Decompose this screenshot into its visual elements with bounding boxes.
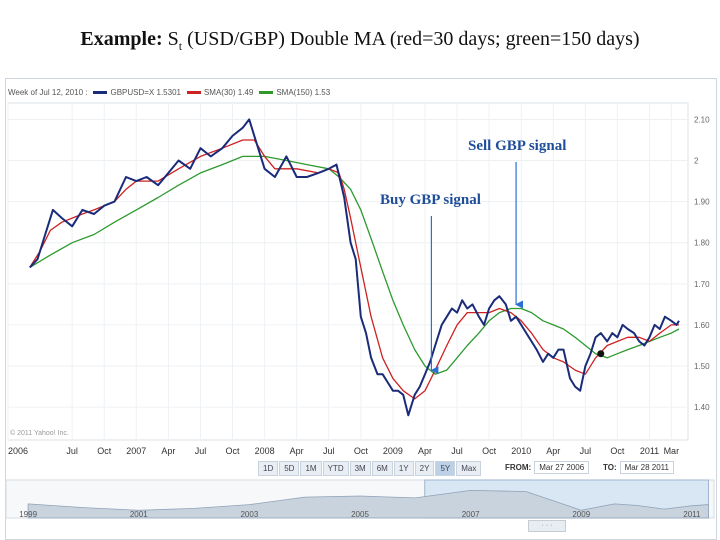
navigator-scroll-handle[interactable]: · · ·: [528, 520, 566, 532]
legend-value: 1.5301: [156, 87, 181, 97]
buy-signal-label: Buy GBP signal: [380, 192, 481, 208]
slide-title: Example: St (USD/GBP) Double MA (red=30 …: [0, 28, 720, 54]
legend-label: SMA(150): [276, 87, 313, 97]
title-subscript: t: [178, 39, 183, 53]
timeframe-bar: 1D 5D 1M YTD 3M 6M 1Y 2Y 5Y Max: [258, 461, 482, 476]
to-date-input[interactable]: Mar 28 2011: [619, 461, 674, 474]
title-bold: Example:: [80, 28, 163, 50]
legend-label: SMA(30): [203, 87, 236, 97]
chart-legend: Week of Jul 12, 2010 : GBPUSD=X 1.5301 S…: [8, 84, 330, 100]
to-field: TO: Mar 28 2011: [603, 461, 674, 474]
timeframe-button-1y[interactable]: 1Y: [393, 461, 414, 476]
timeframe-button-5y[interactable]: 5Y: [435, 461, 456, 476]
timeframe-button-ytd[interactable]: YTD: [322, 461, 349, 476]
legend-swatch-sma150: [259, 90, 274, 94]
timeframe-button-6m[interactable]: 6M: [371, 461, 393, 476]
timeframe-button-2y[interactable]: 2Y: [414, 461, 435, 476]
legend-label: GBPUSD=X: [110, 87, 155, 97]
from-label: FROM:: [505, 463, 532, 472]
legend-swatch-sma30: [186, 90, 201, 94]
to-label: TO:: [603, 463, 617, 472]
timeframe-button-1d[interactable]: 1D: [258, 461, 279, 476]
sell-signal-label: Sell GBP signal: [468, 138, 567, 154]
legend-item-sma30: SMA(30) 1.49: [186, 87, 254, 97]
legend-value: 1.49: [237, 87, 254, 97]
timeframe-button-5d[interactable]: 5D: [279, 461, 300, 476]
timeframe-button-3m[interactable]: 3M: [349, 461, 371, 476]
title-symbol: S: [167, 28, 179, 50]
legend-swatch-gbpusd: [93, 90, 108, 94]
title-text: (USD/GBP) Double MA (red=30 days; green=…: [182, 28, 640, 50]
from-field: FROM: Mar 27 2006: [505, 461, 590, 474]
legend-item-gbpusd: GBPUSD=X 1.5301: [93, 88, 181, 97]
legend-value: 1.53: [314, 87, 331, 97]
timeframe-button-1m[interactable]: 1M: [300, 461, 322, 476]
legend-item-sma150: SMA(150) 1.53: [259, 88, 330, 97]
legend-week: Week of Jul 12, 2010 :: [8, 87, 88, 97]
copyright-text: © 2011 Yahoo! Inc.: [10, 430, 69, 437]
timeframe-button-max[interactable]: Max: [456, 461, 482, 476]
from-date-input[interactable]: Mar 27 2006: [534, 461, 590, 474]
